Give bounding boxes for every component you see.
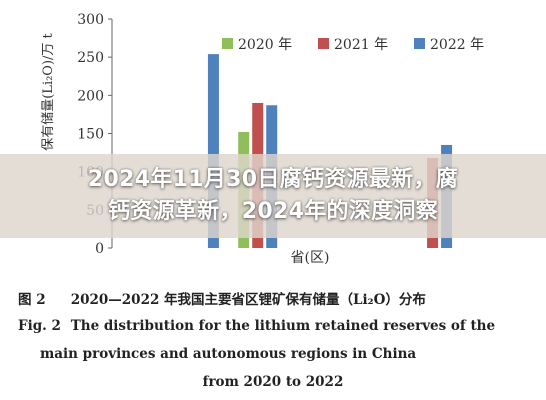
caption-en-text1: The distribution for the lithium retaine…	[70, 318, 496, 334]
x-axis-label: 省(区)	[291, 250, 330, 266]
legend-swatch	[222, 38, 233, 49]
caption-en-label: Fig. 2	[18, 318, 61, 334]
caption-en-line2: main provinces and autonomous regions in…	[40, 346, 417, 362]
y-tick-label: 250	[77, 50, 104, 66]
caption-en-line3: from 2020 to 2022	[202, 374, 344, 390]
y-axis-label: 保有储量(Li₂O)/万 t	[41, 32, 56, 150]
overlay-title-line2: 钙资源革新，2024年的深度洞察	[107, 199, 439, 224]
legend-label: 2020 年	[238, 37, 292, 53]
overlay-banner	[0, 154, 546, 238]
caption-cn: 图 2 2020—2022 年我国主要省区锂矿保有储量（Li₂O）分布	[18, 288, 426, 308]
y-tick-label: 0	[95, 241, 104, 257]
bar	[207, 54, 219, 248]
caption-en-line1: Fig. 2 The distribution for the lithium …	[18, 318, 495, 334]
y-tick-label: 300	[77, 12, 104, 28]
caption-cn-text: 2020—2022 年我国主要省区锂矿保有储量（Li₂O）分布	[70, 292, 426, 308]
y-tick-label: 150	[77, 127, 104, 143]
caption-cn-label: 图 2	[18, 292, 46, 308]
legend-swatch	[318, 38, 329, 49]
overlay-title-line1: 2024年11月30日腐钙资源最新，腐	[87, 167, 459, 192]
legend-label: 2022 年	[430, 37, 484, 53]
y-tick-label: 200	[77, 88, 104, 104]
legend: 2020 年 2021 年 2022 年	[222, 37, 484, 53]
legend-swatch	[414, 38, 425, 49]
overlay-title: 2024年11月30日腐钙资源最新，腐 钙资源革新，2024年的深度洞察	[0, 164, 546, 228]
legend-label: 2021 年	[334, 37, 388, 53]
